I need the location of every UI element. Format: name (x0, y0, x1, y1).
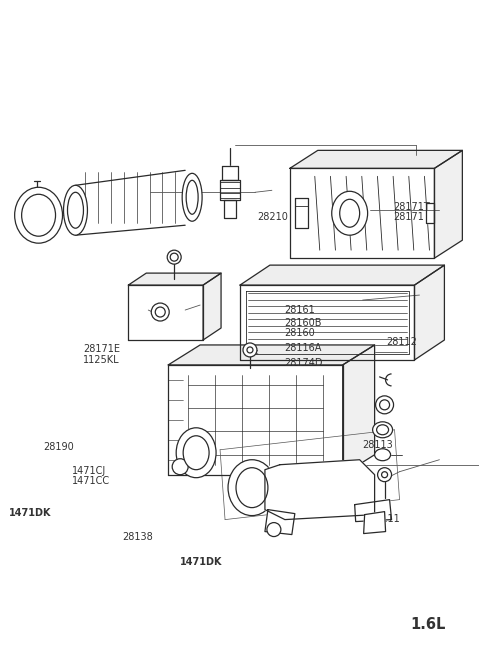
Ellipse shape (170, 253, 178, 261)
Ellipse shape (167, 250, 181, 264)
Polygon shape (265, 460, 374, 520)
Text: 1.6L: 1.6L (410, 618, 445, 632)
Ellipse shape (236, 468, 268, 508)
Ellipse shape (68, 193, 84, 228)
Ellipse shape (151, 303, 169, 321)
Ellipse shape (340, 199, 360, 227)
Ellipse shape (332, 191, 368, 235)
Polygon shape (290, 168, 434, 258)
Text: 1471CJ: 1471CJ (72, 466, 106, 476)
Ellipse shape (176, 428, 216, 478)
Ellipse shape (243, 343, 257, 357)
Ellipse shape (182, 173, 202, 221)
Polygon shape (240, 285, 415, 360)
Polygon shape (355, 499, 392, 522)
Polygon shape (364, 512, 385, 533)
Ellipse shape (380, 400, 390, 410)
Ellipse shape (63, 185, 87, 235)
Polygon shape (240, 265, 444, 285)
Ellipse shape (267, 522, 281, 537)
Polygon shape (295, 198, 308, 228)
Ellipse shape (15, 187, 62, 243)
Text: 28171T: 28171T (393, 202, 430, 212)
Ellipse shape (376, 396, 394, 414)
Ellipse shape (247, 347, 253, 353)
Polygon shape (168, 345, 374, 365)
Polygon shape (168, 365, 343, 475)
Text: 1471DK: 1471DK (9, 509, 52, 518)
Polygon shape (343, 345, 374, 475)
Text: 28112: 28112 (386, 336, 417, 347)
Text: 28138: 28138 (123, 532, 154, 542)
Text: 1125KL: 1125KL (83, 355, 120, 365)
Text: 28111: 28111 (369, 514, 400, 524)
Polygon shape (415, 265, 444, 360)
Ellipse shape (378, 468, 392, 482)
Text: 28160B: 28160B (284, 317, 322, 328)
Text: 28160: 28160 (284, 328, 315, 338)
Polygon shape (128, 273, 221, 285)
Ellipse shape (228, 460, 276, 516)
Polygon shape (224, 200, 236, 218)
Polygon shape (434, 150, 462, 258)
Polygon shape (290, 150, 462, 168)
Polygon shape (203, 273, 221, 340)
Ellipse shape (22, 194, 56, 237)
Ellipse shape (377, 425, 389, 435)
Ellipse shape (372, 422, 393, 438)
Text: 1471CC: 1471CC (72, 476, 109, 486)
Text: 28174D: 28174D (284, 358, 323, 368)
Ellipse shape (172, 459, 188, 475)
Text: 1471DK: 1471DK (180, 557, 223, 567)
Ellipse shape (183, 436, 209, 470)
Polygon shape (426, 203, 434, 223)
Polygon shape (265, 510, 295, 535)
Text: 28113: 28113 (362, 440, 393, 450)
Text: 28171: 28171 (393, 212, 424, 222)
Text: 28171E: 28171E (83, 344, 120, 355)
Polygon shape (220, 180, 240, 200)
Text: 28161: 28161 (284, 305, 315, 315)
Ellipse shape (374, 449, 391, 461)
Text: 28210: 28210 (257, 212, 288, 222)
Ellipse shape (155, 307, 165, 317)
Polygon shape (128, 285, 203, 340)
Ellipse shape (382, 472, 387, 478)
Text: 28190: 28190 (43, 442, 73, 451)
Text: 28116A: 28116A (284, 343, 322, 353)
Ellipse shape (186, 180, 198, 214)
Polygon shape (222, 166, 238, 180)
